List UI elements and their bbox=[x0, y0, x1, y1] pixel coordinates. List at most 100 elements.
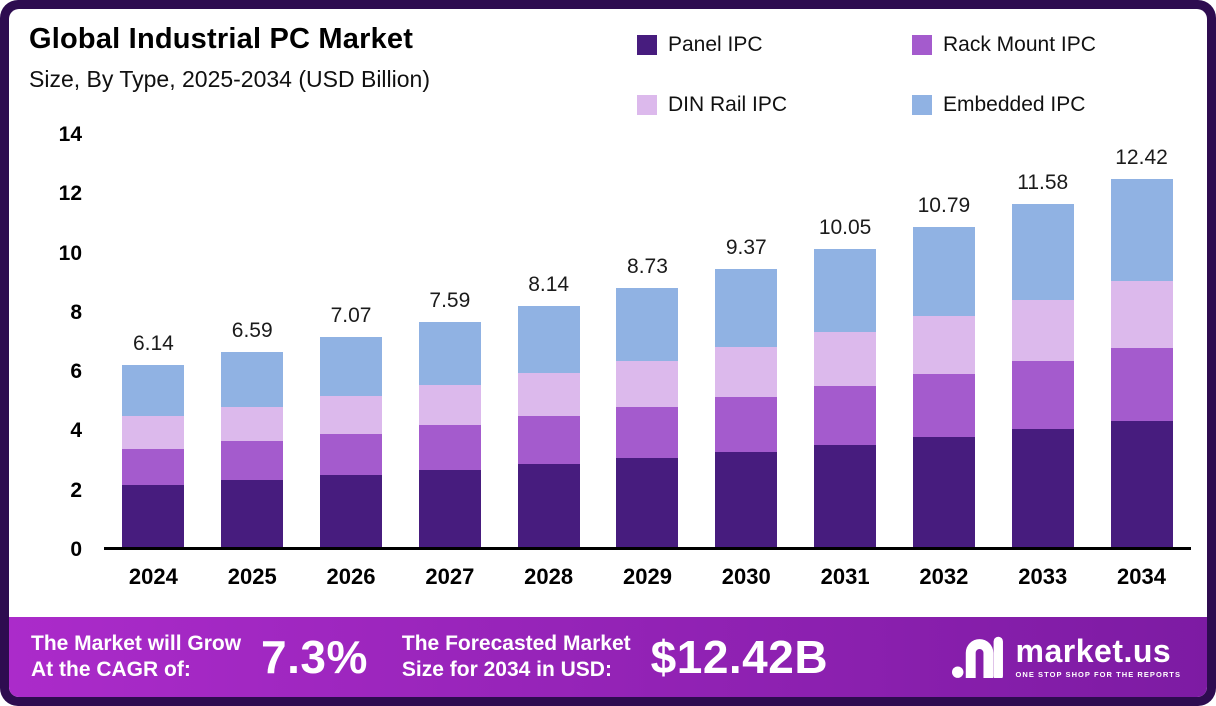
bar-segment-din-rail-ipc bbox=[418, 384, 481, 426]
bar-segment-rack-mount-ipc bbox=[122, 448, 185, 485]
stacked-bar bbox=[221, 351, 284, 547]
stacked-bar bbox=[616, 288, 679, 547]
bar-column-2030: 9.37 bbox=[697, 135, 796, 547]
bar-segment-din-rail-ipc bbox=[1011, 299, 1074, 362]
y-axis: 0 2 4 6 8 10 12 14 bbox=[19, 123, 104, 561]
bar-segment-embedded-ipc bbox=[912, 227, 975, 317]
stacked-bar bbox=[1110, 178, 1173, 547]
bar-segment-panel-ipc bbox=[221, 480, 284, 547]
stacked-bar-chart: 0 2 4 6 8 10 12 14 6.14 6.59 7.07 7.59 8.14 8.73 9.37… bbox=[19, 123, 1191, 561]
bar-segment-embedded-ipc bbox=[616, 288, 679, 361]
y-tick-label: 0 bbox=[70, 538, 82, 561]
bar-segment-rack-mount-ipc bbox=[221, 441, 284, 481]
bar-column-2028: 8.14 bbox=[499, 135, 598, 547]
bar-column-2025: 6.59 bbox=[203, 135, 302, 547]
y-tick-label: 6 bbox=[70, 360, 82, 384]
bar-segment-embedded-ipc bbox=[418, 322, 481, 385]
bar-segment-panel-ipc bbox=[814, 445, 877, 547]
y-tick-label: 12 bbox=[58, 182, 82, 206]
bar-segment-rack-mount-ipc bbox=[814, 385, 877, 446]
x-axis-label-2027: 2027 bbox=[425, 564, 475, 589]
bar-column-2029: 8.73 bbox=[598, 135, 697, 547]
bar-segment-rack-mount-ipc bbox=[418, 425, 481, 470]
bar-segment-panel-ipc bbox=[715, 451, 778, 547]
plot-area: 6.14 6.59 7.07 7.59 8.14 8.73 9.37 10.05 10.79 11… bbox=[104, 135, 1191, 550]
legend-item-embedded-ipc: Embedded IPC bbox=[912, 93, 1177, 117]
bar-segment-rack-mount-ipc bbox=[715, 396, 778, 452]
bar-segment-panel-ipc bbox=[517, 464, 580, 547]
bar-total-label: 7.07 bbox=[330, 304, 372, 328]
bar-segment-rack-mount-ipc bbox=[1110, 347, 1173, 421]
legend-item-rack-mount-ipc: Rack Mount IPC bbox=[912, 33, 1177, 57]
x-axis-label-2026: 2026 bbox=[326, 564, 376, 589]
bar-segment-din-rail-ipc bbox=[912, 316, 975, 374]
bar-segment-rack-mount-ipc bbox=[1011, 361, 1074, 430]
cagr-label-line2: At the CAGR of: bbox=[31, 658, 191, 681]
bar-segment-din-rail-ipc bbox=[814, 332, 877, 386]
legend-item-panel-ipc: Panel IPC bbox=[637, 33, 902, 57]
x-axis-label-2031: 2031 bbox=[820, 564, 870, 589]
y-tick-label: 4 bbox=[70, 419, 82, 443]
forecast-value: $12.42B bbox=[650, 631, 829, 683]
y-tick-label: 2 bbox=[70, 478, 82, 502]
stacked-bar bbox=[517, 305, 580, 547]
chart-header: Global Industrial PC Market Size, By Typ… bbox=[9, 9, 1207, 117]
y-tick-label: 8 bbox=[70, 300, 82, 324]
x-axis-label-2033: 2033 bbox=[1018, 564, 1068, 589]
bar-column-2033: 11.58 bbox=[993, 135, 1092, 547]
bar-segment-rack-mount-ipc bbox=[517, 416, 580, 465]
x-axis-labels: 2024 2025 2026 2027 2028 2029 2030 2031 2032 2033… bbox=[104, 564, 1191, 590]
brand-text: market.us ONE STOP SHOP FOR THE REPORTS bbox=[1016, 635, 1181, 679]
bar-segment-embedded-ipc bbox=[122, 365, 185, 416]
x-axis-label-2030: 2030 bbox=[721, 564, 771, 589]
bar-segment-panel-ipc bbox=[912, 437, 975, 547]
bar-total-label: 6.59 bbox=[231, 318, 273, 342]
legend-label: DIN Rail IPC bbox=[668, 93, 788, 116]
brand-tagline: ONE STOP SHOP FOR THE REPORTS bbox=[1015, 670, 1181, 680]
bar-column-2031: 10.05 bbox=[796, 135, 895, 547]
bar-column-2027: 7.59 bbox=[400, 135, 499, 547]
y-tick-label: 10 bbox=[58, 241, 82, 265]
bar-segment-din-rail-ipc bbox=[715, 346, 778, 397]
brand-group: market.us ONE STOP SHOP FOR THE REPORTS bbox=[951, 632, 1181, 683]
bar-segment-embedded-ipc bbox=[1110, 178, 1173, 282]
bar-total-label: 9.37 bbox=[725, 236, 767, 260]
x-axis-label-2025: 2025 bbox=[227, 564, 277, 589]
x-axis-label-2028: 2028 bbox=[524, 564, 574, 589]
footer-banner: The Market will Grow At the CAGR of: 7.3… bbox=[9, 617, 1207, 697]
x-axis-label-2034: 2034 bbox=[1117, 564, 1166, 589]
bar-segment-panel-ipc bbox=[1110, 420, 1173, 547]
legend-swatch-din-rail-ipc bbox=[637, 95, 657, 115]
brand-name: market.us bbox=[1015, 633, 1172, 670]
x-axis-label-2032: 2032 bbox=[919, 564, 969, 589]
bar-segment-din-rail-ipc bbox=[517, 373, 580, 417]
legend: Panel IPC Rack Mount IPC DIN Rail IPC Embed… bbox=[637, 33, 1177, 117]
bar-segment-panel-ipc bbox=[1011, 429, 1074, 547]
bar-segment-embedded-ipc bbox=[320, 337, 383, 397]
bar-segment-din-rail-ipc bbox=[616, 360, 679, 408]
bar-column-2032: 10.79 bbox=[895, 135, 994, 547]
forecast-label-line1: The Forecasted Market bbox=[401, 631, 631, 655]
legend-swatch-embedded-ipc bbox=[912, 95, 932, 115]
title-block: Global Industrial PC Market Size, By Typ… bbox=[29, 23, 430, 93]
chart-title: Global Industrial PC Market bbox=[29, 23, 414, 55]
forecast-label-line2: Size for 2034 in USD: bbox=[401, 658, 612, 681]
stacked-bar bbox=[912, 227, 975, 547]
bar-column-2024: 6.14 bbox=[104, 135, 203, 547]
bar-segment-embedded-ipc bbox=[517, 305, 580, 374]
bar-total-label: 6.14 bbox=[132, 332, 174, 356]
bar-column-2026: 7.07 bbox=[302, 135, 401, 547]
bar-segment-din-rail-ipc bbox=[122, 416, 185, 449]
bar-segment-embedded-ipc bbox=[221, 351, 284, 407]
x-axis-label-2024: 2024 bbox=[128, 564, 178, 589]
bar-segment-embedded-ipc bbox=[1011, 203, 1074, 300]
chart-subtitle: Size, By Type, 2025-2034 (USD Billion) bbox=[29, 66, 430, 92]
bar-total-label: 7.59 bbox=[429, 289, 471, 313]
legend-swatch-panel-ipc bbox=[637, 35, 657, 55]
stacked-bar bbox=[418, 322, 481, 547]
legend-item-din-rail-ipc: DIN Rail IPC bbox=[637, 93, 902, 117]
bar-total-label: 10.79 bbox=[917, 194, 971, 218]
bar-segment-din-rail-ipc bbox=[320, 396, 383, 434]
bar-segment-din-rail-ipc bbox=[1110, 281, 1173, 348]
bar-segment-rack-mount-ipc bbox=[320, 433, 383, 476]
